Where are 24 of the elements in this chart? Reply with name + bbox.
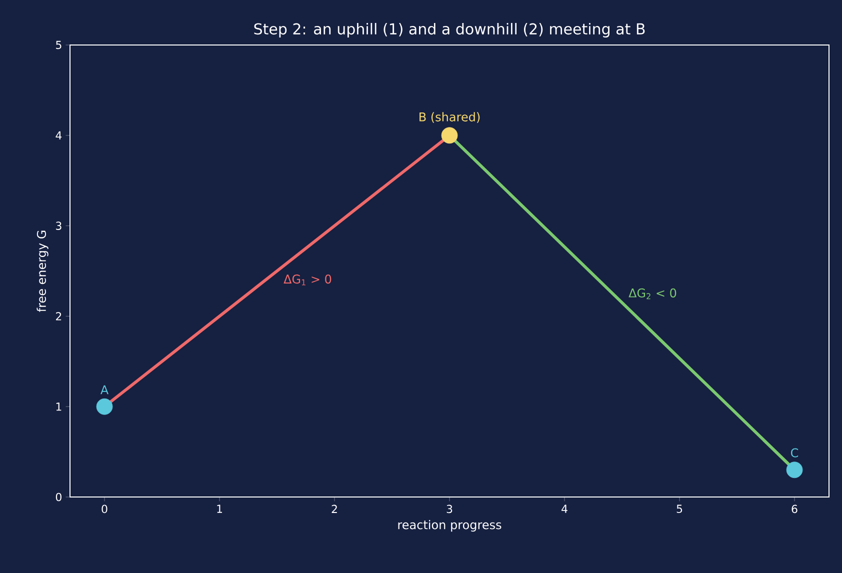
x-tick-label: 5 [676, 504, 682, 513]
series-label: ΔG$_{2}$ < 0 [628, 288, 676, 300]
y-tick-label: 0 [56, 492, 62, 502]
data-label: A [100, 385, 109, 394]
y-tick-label: 1 [56, 402, 62, 411]
data-label: C [790, 448, 798, 458]
x-tick-label: 6 [792, 504, 798, 514]
y-axis-title: free energy G [36, 230, 48, 312]
point [96, 398, 113, 415]
chart-title: Step 2: an uphill (1) and a downhill (2) meeting at B [254, 22, 645, 38]
x-tick-label: 1 [217, 504, 222, 513]
y-tick-label: 5 [56, 40, 62, 50]
y-tick-label: 3 [56, 222, 62, 230]
data-label: B (shared) [420, 112, 480, 123]
y-tick-label: 2 [56, 312, 62, 320]
x-tick-label: 2 [332, 504, 337, 513]
y-tick-label: 4 [56, 131, 62, 140]
point [786, 462, 803, 478]
series-label: ΔG$_{1}$ > 0 [284, 274, 332, 286]
x-tick-label: 0 [102, 504, 108, 514]
point [441, 127, 458, 144]
x-tick-label: 4 [562, 504, 568, 513]
x-tick-label: 3 [446, 504, 452, 514]
x-axis-title: reaction progress [398, 520, 502, 532]
